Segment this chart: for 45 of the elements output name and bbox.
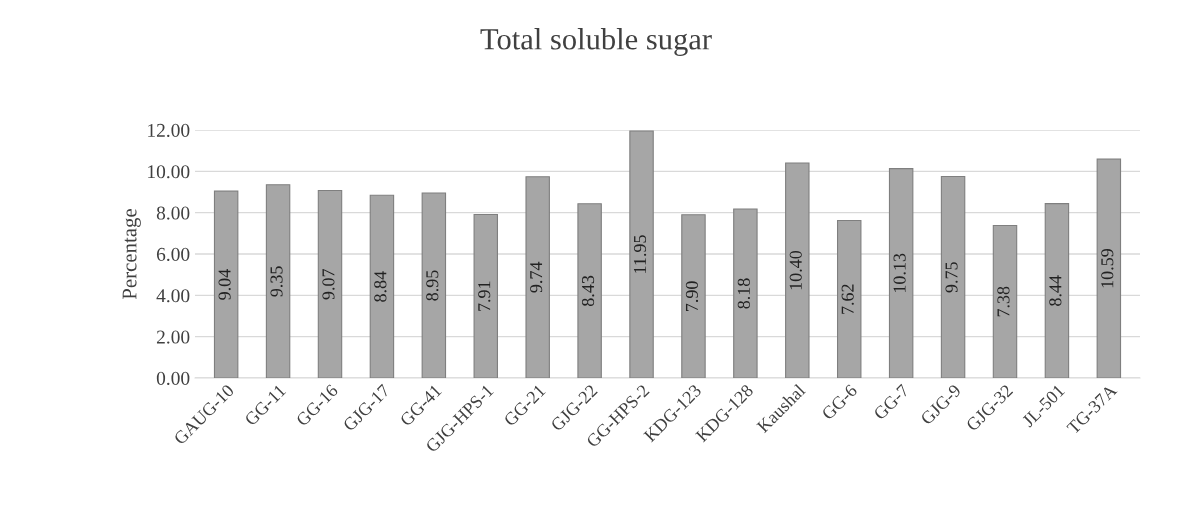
y-tick-label: 8.00: [156, 206, 190, 220]
y-tick-label: 6.00: [156, 247, 190, 262]
bar: [577, 203, 602, 378]
bar: [681, 214, 706, 378]
data-label: 8.44: [1049, 275, 1062, 306]
data-label: 10.59: [1101, 249, 1114, 288]
data-label: 7.91: [478, 281, 491, 311]
data-label: 7.90: [685, 281, 699, 311]
bar: [888, 168, 914, 378]
data-label: 8.18: [737, 278, 750, 309]
data-label: 9.74: [530, 261, 543, 293]
bar: [1096, 158, 1122, 378]
bar: [369, 194, 395, 378]
bar: [265, 184, 291, 378]
data-label: 10.13: [893, 253, 906, 293]
data-label: 9.07: [322, 269, 335, 300]
bar: [785, 162, 810, 378]
data-label: 8.43: [581, 275, 595, 306]
bar: [213, 190, 239, 378]
y-tick-label: 2.00: [156, 330, 190, 344]
bar: [473, 213, 499, 378]
bar: [733, 208, 758, 378]
bar: [992, 224, 1018, 378]
bar: [1044, 203, 1070, 378]
bar: [629, 130, 654, 378]
bar: [940, 175, 966, 378]
data-label: 11.95: [633, 235, 647, 273]
bar: [421, 192, 447, 378]
y-tick-label: 4.00: [156, 289, 190, 303]
y-tick-label: 0.00: [156, 371, 190, 386]
data-label: 7.38: [997, 286, 1010, 317]
data-label: 8.95: [426, 270, 439, 301]
y-tick-label: 10.00: [148, 165, 190, 179]
data-label: 10.40: [789, 250, 802, 290]
data-label: 9.75: [945, 262, 958, 293]
bar: [836, 219, 862, 378]
data-label: 8.84: [374, 271, 387, 302]
chart-title: Total soluble sugar: [480, 28, 712, 56]
data-label: 9.04: [218, 269, 231, 300]
bar: [317, 189, 343, 378]
bar: [525, 176, 550, 378]
y-tick-label: 12.00: [148, 123, 190, 138]
y-axis-title: Percentage: [122, 209, 141, 300]
data-label: 7.62: [841, 284, 854, 314]
data-label: 9.35: [270, 266, 283, 297]
